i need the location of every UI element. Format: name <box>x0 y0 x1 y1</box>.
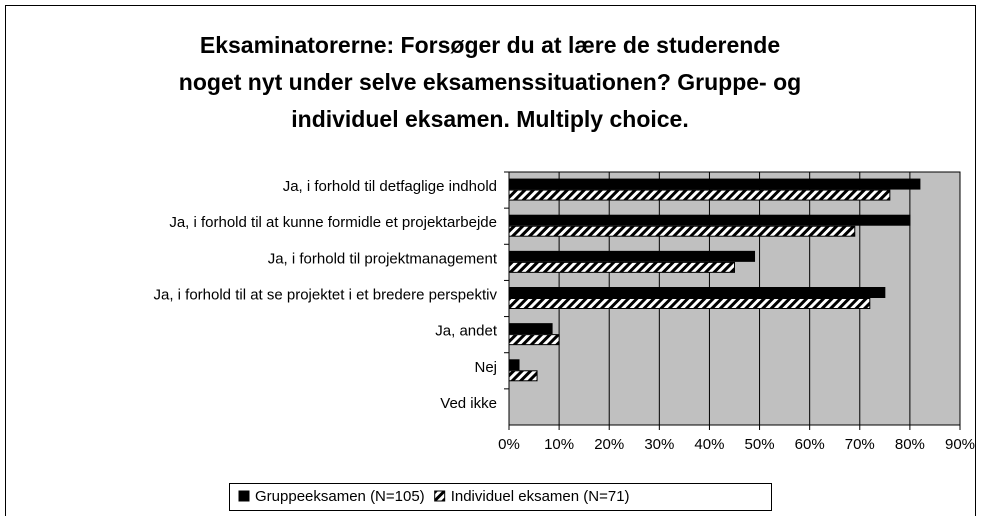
chart-title: individuel eksamen. Multiply choice. <box>291 106 689 132</box>
bar <box>508 359 520 371</box>
x-tick-label: 70% <box>845 436 875 453</box>
y-tick-label: Ja, i forhold til projektmanagement <box>268 250 498 267</box>
y-tick-label: Ja, i forhold til detfaglige indhold <box>283 178 497 195</box>
y-tick-label: Ja, i forhold til at kunne formidle et p… <box>169 214 497 231</box>
x-tick-label: 0% <box>498 436 520 453</box>
x-tick-label: 90% <box>945 436 975 453</box>
bar <box>508 261 735 273</box>
legend-swatch <box>238 490 250 502</box>
x-tick-label: 80% <box>895 436 925 453</box>
chart-title: noget nyt under selve eksamenssituatione… <box>179 69 801 95</box>
x-tick-label: 50% <box>745 436 775 453</box>
legend-label: Gruppeeksamen (N=105) <box>255 488 425 505</box>
legend-label: Individuel eksamen (N=71) <box>451 488 630 505</box>
bar <box>508 178 921 190</box>
chart-title: Eksaminatorerne: Forsøger du at lære de … <box>200 32 780 58</box>
x-tick-label: 30% <box>644 436 674 453</box>
bar <box>508 334 560 346</box>
bar <box>508 323 553 335</box>
bar <box>508 370 538 382</box>
y-tick-label: Nej <box>474 359 497 376</box>
x-tick-label: 10% <box>544 436 574 453</box>
x-tick-label: 60% <box>795 436 825 453</box>
x-tick-label: 20% <box>594 436 624 453</box>
bar <box>508 298 871 309</box>
bar <box>508 287 886 298</box>
bar <box>508 225 856 237</box>
bar <box>508 189 891 201</box>
x-tick-label: 40% <box>694 436 724 453</box>
y-tick-label: Ved ikke <box>440 395 497 412</box>
legend-swatch <box>434 490 446 502</box>
bar <box>508 214 911 226</box>
y-tick-label: Ja, andet <box>435 323 498 340</box>
y-tick-label: Ja, i forhold til at se projektet i et b… <box>153 286 497 303</box>
bar <box>508 250 756 262</box>
legend-box <box>229 483 772 511</box>
